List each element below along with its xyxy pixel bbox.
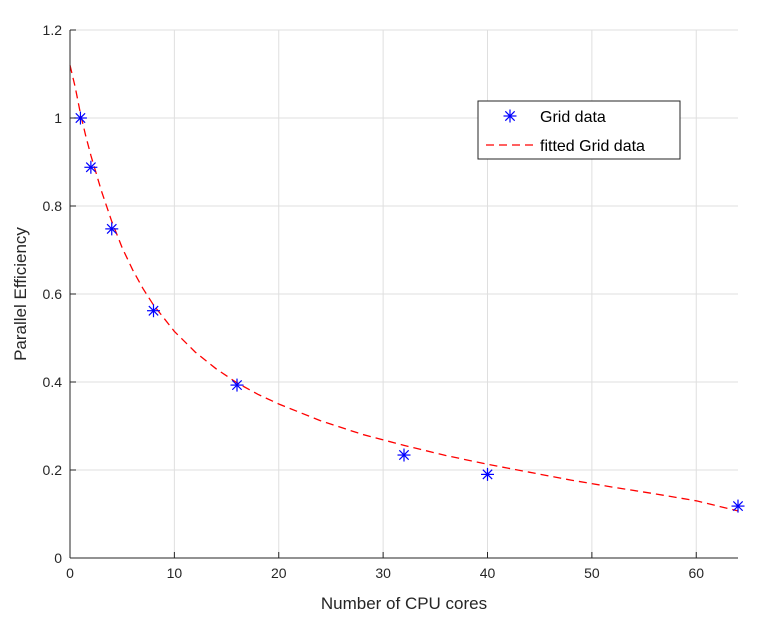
grid-data-point: [397, 448, 411, 462]
grid-data-point: [105, 222, 119, 236]
grid-data-point: [147, 304, 160, 318]
y-tick-label: 0.2: [43, 462, 63, 478]
legend-asterisk-icon: [503, 109, 517, 123]
fitted-grid-data-line: [69, 65, 739, 512]
y-tick-label: 0: [54, 550, 62, 566]
x-tick-label: 30: [375, 565, 391, 581]
grid-data-point: [230, 378, 244, 392]
legend-label-fitted-grid-data: fitted Grid data: [540, 138, 645, 155]
y-tick-label: 1: [54, 110, 62, 126]
y-tick-label: 0.4: [43, 374, 63, 390]
grid-data-point: [73, 111, 87, 125]
x-tick-label: 50: [584, 565, 600, 581]
y-tick-label: 0.8: [43, 198, 63, 214]
axes: [69, 29, 738, 559]
y-tick-label: 0.6: [43, 286, 63, 302]
x-tick-label: 10: [167, 565, 183, 581]
x-tick-label: 0: [66, 565, 74, 581]
legend-box: [477, 100, 681, 160]
y-tick-label: 1.2: [43, 22, 63, 38]
x-tick-label: 60: [688, 565, 704, 581]
x-axis-title: Number of CPU cores: [321, 594, 487, 613]
legend-marker-grid-data: [503, 109, 517, 123]
legend-label-grid-data: Grid data: [540, 109, 606, 126]
x-tick-label: 20: [271, 565, 287, 581]
grid-data-point: [84, 160, 98, 174]
legend: Grid data fitted Grid data: [477, 100, 681, 160]
grid-data-point: [731, 499, 745, 513]
x-tick-label: 40: [480, 565, 496, 581]
tick-labels: 0 10 20 30 40 50 60 0 0.2 0.4 0.6 0.8 1 1.2: [43, 22, 705, 581]
grid-data-point: [481, 467, 494, 481]
series-layer: [69, 65, 745, 513]
y-axis-title: Parallel Efficiency: [11, 227, 30, 361]
